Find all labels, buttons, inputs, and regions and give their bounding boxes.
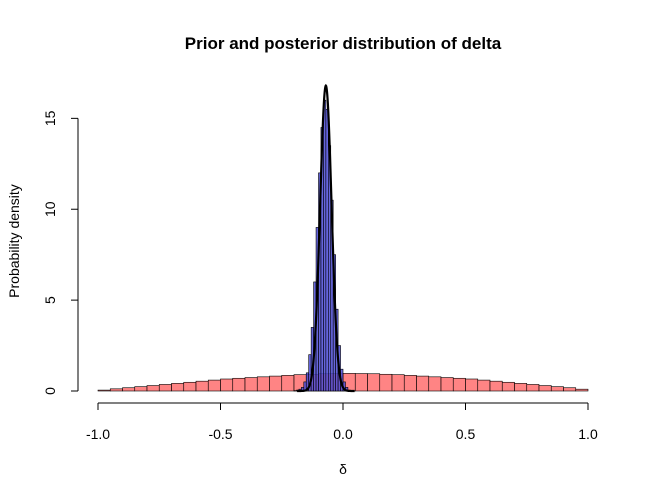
prior-bar <box>465 378 479 392</box>
prior-bar <box>109 388 123 392</box>
prior-bar <box>416 375 430 392</box>
prior-bar <box>391 374 405 392</box>
prior-bar <box>489 380 503 392</box>
prior-bar <box>146 385 160 392</box>
prior-bar <box>269 375 283 392</box>
prior-bar <box>232 377 246 392</box>
y-axis-label: Probability density <box>6 184 22 298</box>
prior-bar <box>171 383 185 392</box>
y-axis: 0 5 10 15 <box>42 110 79 395</box>
chart-title: Prior and posterior distribution of delt… <box>185 34 502 53</box>
prior-bar <box>244 377 258 392</box>
y-tick-label: 15 <box>42 110 58 126</box>
prior-bar <box>97 389 111 392</box>
posterior-bar <box>325 108 329 392</box>
posterior-density-curve <box>297 83 355 393</box>
prior-bar <box>379 373 393 392</box>
x-axis-label: δ <box>339 461 347 477</box>
prior-bar <box>403 375 417 392</box>
prior-bar <box>207 379 221 392</box>
x-tick-label: 0.5 <box>456 426 476 442</box>
prior-bar <box>134 386 148 392</box>
prior-bar <box>428 376 442 392</box>
prior-bar <box>195 380 209 392</box>
prior-bar <box>158 384 172 392</box>
posterior-bar <box>323 99 327 392</box>
prior-bar <box>538 385 552 392</box>
density-line <box>297 83 355 393</box>
prior-bar <box>122 387 136 392</box>
x-axis: -1.0 -0.5 0.0 0.5 1.0 <box>86 402 598 442</box>
prior-bar <box>550 386 564 392</box>
x-tick-label: -0.5 <box>208 426 232 442</box>
prior-bar <box>452 377 466 392</box>
prior-bar <box>367 373 381 392</box>
x-tick-label: -1.0 <box>86 426 110 442</box>
y-tick-label: 0 <box>42 387 58 395</box>
prior-bar <box>477 379 491 392</box>
prior-bar <box>526 384 540 392</box>
prior-bar <box>281 375 295 392</box>
prior-bar <box>183 381 197 392</box>
x-tick-label: 0.0 <box>333 426 353 442</box>
x-tick-label: 1.0 <box>578 426 598 442</box>
prior-bar <box>354 373 368 392</box>
prior-bar <box>563 387 577 392</box>
prior-bar <box>440 377 454 392</box>
prior-bar <box>220 378 234 392</box>
prior-bar <box>514 383 528 392</box>
prior-bar <box>575 388 589 392</box>
prior-bar <box>501 381 515 392</box>
prior-bar <box>256 376 270 392</box>
y-tick-label: 5 <box>42 296 58 304</box>
y-tick-label: 10 <box>42 201 58 217</box>
